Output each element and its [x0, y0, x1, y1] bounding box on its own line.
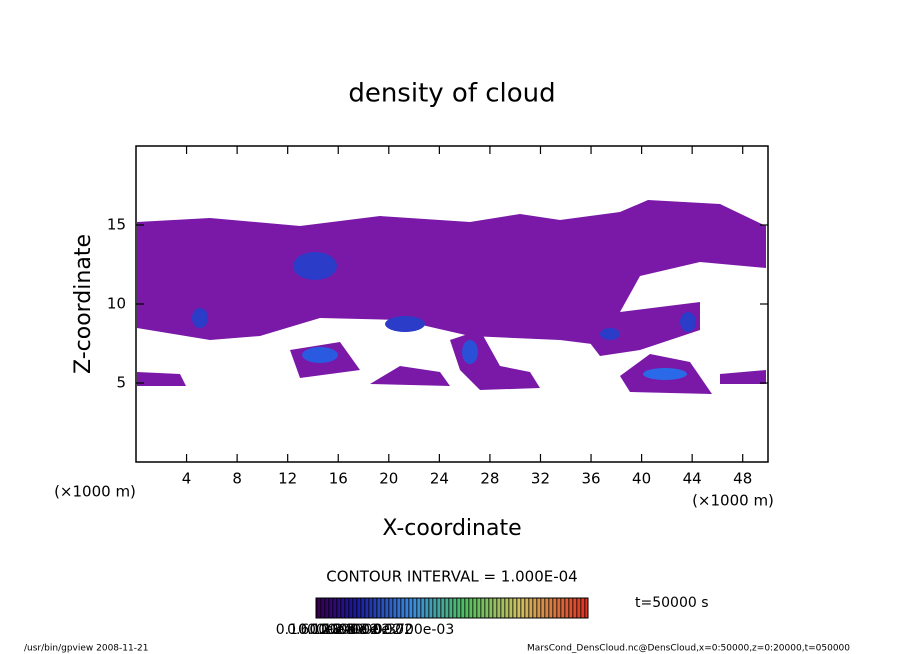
footer-left: /usr/bin/gpview 2008-11-21 [24, 644, 148, 654]
colorbar-frame [315, 597, 589, 619]
colorbar-label: 0.6000e-03 [287, 622, 367, 638]
x-tick-label: 28 [480, 470, 499, 488]
x-tick-label: 48 [733, 470, 752, 488]
y-unit: (×1000 m) [54, 483, 136, 501]
x-tick-label: 36 [581, 470, 600, 488]
colorbar-label: 0.1000e-03 [276, 622, 356, 638]
x-axis-label: X-coordinate [382, 516, 521, 541]
x-tick-label: 32 [531, 470, 550, 488]
chart-title: density of cloud [348, 79, 555, 109]
x-tick-label: 4 [182, 470, 192, 488]
footer-right: MarsCond_DensCloud.nc@DensCloud,x=0:5000… [527, 644, 850, 654]
x-tick-label: 20 [379, 470, 398, 488]
x-tick-label: 8 [232, 470, 242, 488]
x-tick-label: 44 [683, 470, 702, 488]
colorbar-label: 0.3000e-02 [332, 622, 412, 638]
y-tick-label: 10 [107, 295, 126, 313]
time-label: t=50000 s [635, 595, 709, 611]
x-tick-label: 12 [278, 470, 297, 488]
contour-interval: CONTOUR INTERVAL = 1.000E-04 [326, 568, 577, 586]
colorbar-label: 0.1800e-02 [310, 622, 390, 638]
x-tick-label: 40 [632, 470, 651, 488]
x-tick-label: 16 [329, 470, 348, 488]
cloud-field [137, 200, 766, 394]
y-axis-label: Z-coordinate [71, 234, 96, 374]
y-tick-label: 15 [107, 216, 126, 234]
x-unit: (×1000 m) [692, 492, 774, 510]
colorbar-label: 0.3700e-03 [374, 622, 454, 638]
colorbar-label: 0.2400e-02 [321, 622, 401, 638]
x-tick-label: 24 [430, 470, 449, 488]
y-tick-label: 5 [116, 374, 126, 392]
colorbar-label: 0.1200e-02 [298, 622, 378, 638]
